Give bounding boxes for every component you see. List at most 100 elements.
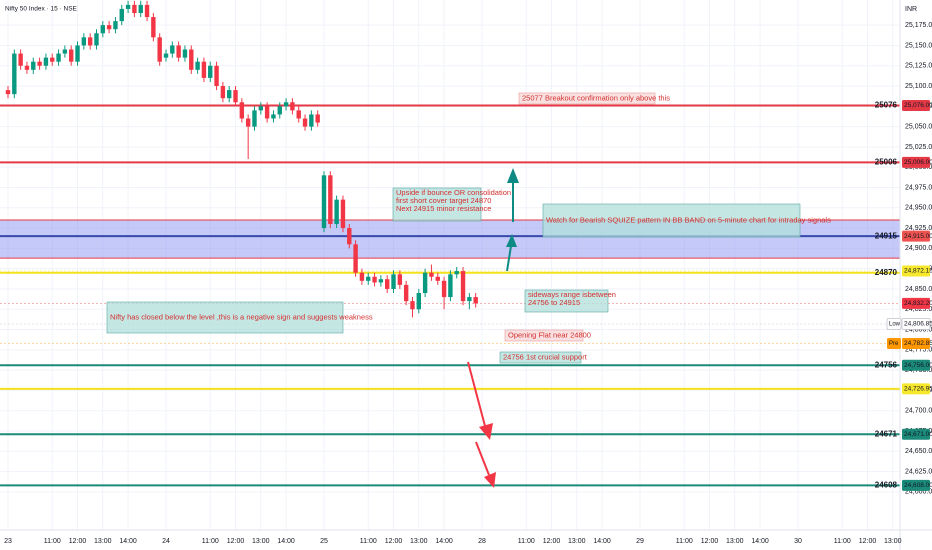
y-tick-label: 25,100.00 [905, 83, 932, 90]
price-tag-prefix-box [887, 337, 901, 349]
x-tick-label: 13:00 [726, 538, 744, 545]
candle-body [31, 61, 36, 70]
x-tick-label: 13:00 [410, 538, 428, 545]
y-tick-label: 24,975.00 [905, 184, 932, 191]
y-tick-label: 24,950.00 [905, 205, 932, 212]
candle-body [37, 61, 42, 66]
candle-body [296, 110, 301, 119]
candle-body [315, 114, 320, 123]
level-label: 24870 [875, 268, 898, 277]
candle-body [378, 279, 384, 283]
candle-body [385, 279, 390, 289]
candle-body [416, 293, 421, 310]
x-tick-label: 11:00 [44, 538, 61, 545]
annotations: 25077 Breakout confirmation only above t… [106, 92, 831, 364]
y-tick-label: 24,700.00 [905, 408, 932, 415]
candle-body [245, 118, 251, 127]
price-tag-label: 24,872.15 [904, 268, 932, 275]
price-tag [901, 318, 931, 330]
candle-body [18, 53, 23, 66]
candle-body [429, 272, 434, 277]
x-tick-label: 13:00 [252, 538, 270, 545]
price-tag-label: 24,782.85 [904, 340, 932, 347]
level-label: 25006 [875, 157, 898, 166]
price-tag-label: 24,756.00 [904, 362, 932, 369]
x-tick-label: 13:00 [568, 538, 586, 545]
y-tick-label: 24,650.00 [905, 448, 932, 455]
candle-body [138, 4, 143, 13]
candle-body [113, 21, 118, 30]
candle-body [81, 37, 87, 46]
candle-body [176, 45, 181, 58]
annotation-text: Opening Flat near 24800 [508, 330, 591, 339]
candle-body [24, 65, 30, 70]
candle-body [5, 90, 11, 95]
price-tag [902, 479, 930, 491]
price-tag [902, 337, 930, 349]
candle-body [43, 57, 49, 66]
chart-title: Nifty 50 Index · 15 · NSE [5, 6, 78, 13]
arrow-down [467, 361, 486, 427]
y-tick-label: 25,025.00 [905, 144, 932, 151]
annotation-text: 24756 to 24915 [528, 298, 580, 307]
candle-body [182, 49, 188, 58]
annotation-text: Upside if bounce OR consolidation [396, 188, 511, 197]
level-label: 24608 [875, 480, 898, 489]
price-tag [902, 359, 930, 371]
candle-body [321, 175, 327, 229]
candle-body [208, 65, 213, 78]
y-tick-label: 24,625.00 [905, 468, 932, 475]
price-tag-label: 24,915.00 [904, 233, 932, 240]
candle-body [201, 61, 207, 78]
annotation-box [504, 329, 584, 342]
annotation-text: Nifty has closed below the level ,this i… [110, 312, 373, 321]
x-tick-label: 11:00 [676, 538, 693, 545]
price-tag [902, 265, 930, 277]
candle-body [410, 301, 415, 310]
annotation-text: 24756 1st crucial support [503, 352, 588, 361]
x-tick-label: 12:00 [859, 538, 877, 545]
price-tag-label: 25,076.00 [904, 102, 932, 109]
candle-body [56, 53, 61, 62]
candle-body [157, 37, 162, 62]
candle-body [372, 276, 377, 283]
x-tick-label: 12:00 [701, 538, 719, 545]
candle-body [144, 4, 150, 18]
candle-body [258, 106, 263, 111]
y-tick-label: 24,600.00 [905, 489, 932, 496]
candles [5, 0, 478, 318]
candle-body [283, 102, 289, 107]
annotation-box [392, 187, 482, 222]
candle-body [214, 65, 219, 87]
y-tick-label: 25,050.00 [905, 123, 932, 130]
x-tick-label: 12:00 [69, 538, 87, 545]
price-tag-label: 24,726.95 [904, 386, 932, 393]
candle-body [359, 272, 365, 281]
currency: INR [905, 6, 917, 13]
candle-body [435, 276, 440, 281]
candle-body [125, 4, 131, 9]
x-tick-label: 13:00 [884, 538, 902, 545]
x-tick-label: 11:00 [360, 538, 377, 545]
price-tag [902, 297, 930, 309]
candle-body [220, 86, 226, 99]
axes: 24,600.0024,625.0024,650.0024,675.0024,7… [4, 22, 932, 545]
y-tick-label: 25,150.00 [905, 42, 932, 49]
candle-body [347, 228, 352, 245]
candle-body [302, 118, 308, 127]
candle-body [69, 49, 74, 62]
candle-body [391, 274, 396, 289]
candle-body [277, 106, 282, 115]
y-tick-label: 24,900.00 [905, 245, 932, 252]
x-tick-label: 14:00 [751, 538, 769, 545]
y-tick-label: 24,925.00 [905, 225, 932, 232]
arrow-head [484, 472, 496, 488]
level-label: 24915 [875, 231, 898, 240]
price-tag [902, 100, 930, 112]
candle-body [460, 271, 466, 302]
candle-body [233, 90, 238, 103]
candle-body [271, 114, 276, 119]
x-tick-label: 12:00 [227, 538, 245, 545]
